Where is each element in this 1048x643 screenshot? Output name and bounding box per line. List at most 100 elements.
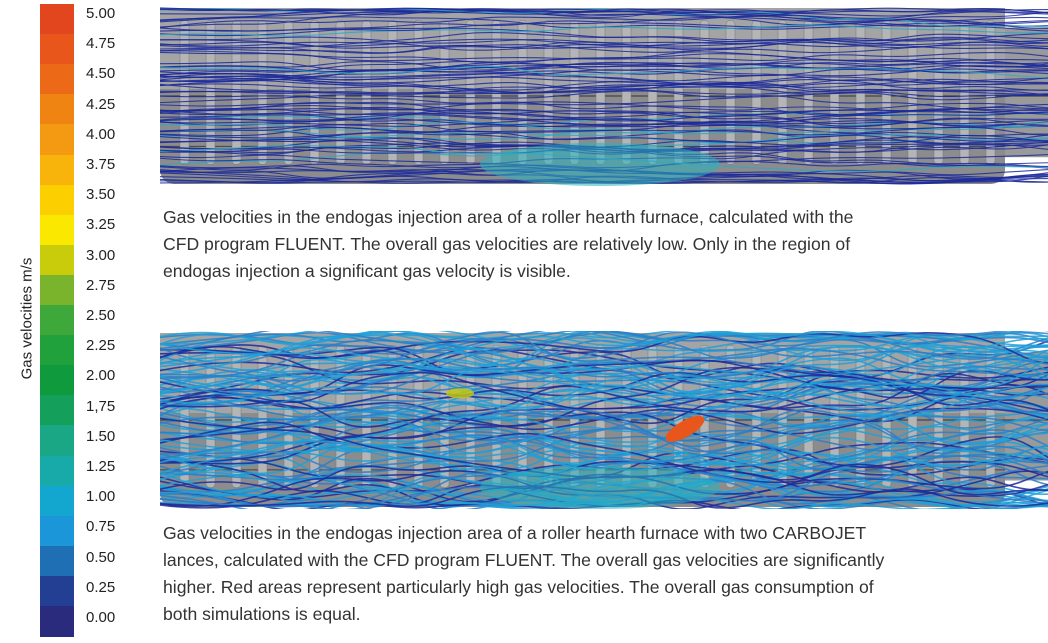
render-shape	[160, 108, 1048, 132]
render-shape	[160, 331, 1048, 396]
render-shape	[160, 431, 1048, 505]
cfd-image	[160, 7, 1048, 186]
render-shape	[160, 344, 1048, 382]
render-shape	[160, 358, 1048, 383]
caption-line: endogas injection a significant gas velo…	[163, 261, 571, 281]
legend-label: 3.00	[86, 246, 116, 264]
render-shape	[621, 20, 632, 165]
render-shape	[160, 89, 1048, 112]
render-shape	[480, 466, 720, 509]
render-shape	[160, 428, 1048, 507]
render-shape	[160, 41, 1048, 51]
legend-label: 3.25	[86, 216, 116, 234]
caption-line: CFD program FLUENT. The overall gas velo…	[163, 234, 851, 254]
render-shape	[160, 365, 1048, 396]
legend-swatch	[40, 395, 74, 426]
legend-swatch	[40, 184, 74, 216]
legend-label: 2.75	[86, 276, 116, 294]
caption: Gas velocities in the endogas injection …	[163, 520, 884, 628]
render-shape	[160, 344, 1048, 396]
render-shape	[160, 435, 1048, 481]
render-shape	[160, 61, 1048, 73]
render-shape	[160, 50, 1048, 70]
render-shape	[160, 108, 1048, 125]
caption-line: lances, calculated with the CFD program …	[163, 550, 885, 570]
legend-swatch	[40, 94, 74, 125]
legend-swatch	[40, 34, 74, 65]
render-shape	[160, 331, 1048, 393]
legend-swatch	[40, 274, 74, 306]
legend-label: 3.50	[86, 186, 116, 204]
legend-label: 2.00	[86, 367, 116, 385]
render-shape	[160, 436, 1048, 475]
render-shape	[257, 344, 268, 488]
legend-swatch	[40, 214, 74, 246]
render-shape	[160, 375, 1048, 414]
legend-swatch	[40, 154, 74, 186]
legend-swatch	[40, 244, 74, 276]
legend-title: Gas velocities m/s	[18, 257, 36, 380]
legend-label: 5.00	[86, 5, 116, 22]
render-shape	[160, 24, 1048, 37]
render-shape	[160, 331, 1048, 396]
legend-label: 0.00	[86, 609, 116, 626]
legend-label: 0.50	[86, 548, 116, 566]
legend-label: 2.50	[86, 307, 116, 324]
legend-label: 1.00	[86, 488, 116, 506]
legend-label: 4.25	[86, 95, 116, 113]
cfd-image	[160, 331, 1048, 509]
legend-label: 4.50	[86, 65, 116, 83]
render-shape	[160, 358, 1048, 407]
render-shape	[160, 345, 1048, 397]
render-shape	[160, 130, 1048, 143]
render-shape	[160, 76, 1048, 95]
legend-label: 0.75	[86, 518, 116, 536]
render-shape	[160, 9, 1048, 32]
render-shape	[160, 127, 1048, 145]
render-shape	[160, 102, 1048, 118]
legend-swatch	[40, 485, 74, 517]
legend-swatch	[40, 606, 74, 637]
legend-label: 1.25	[86, 458, 116, 475]
caption-line: higher. Red areas represent particularly…	[163, 577, 874, 597]
render-shape	[160, 371, 1048, 425]
render-shape	[160, 120, 1048, 143]
render-shape	[160, 7, 1048, 14]
render-shape	[160, 344, 1048, 388]
render-shape	[160, 333, 1048, 386]
render-shape	[160, 331, 1048, 362]
legend-label: 4.75	[86, 35, 116, 53]
legend-label: 3.75	[86, 156, 116, 173]
legend-label: 0.25	[86, 578, 116, 596]
render-shape	[160, 81, 1048, 94]
legend-swatch	[40, 335, 74, 366]
caption-line: Gas velocities in the endogas injection …	[163, 523, 867, 543]
render-shape	[160, 32, 1048, 45]
render-shape	[160, 27, 1048, 46]
render-shape	[160, 9, 1048, 19]
legend-swatch	[40, 545, 74, 577]
render-shape	[160, 396, 1048, 435]
render-shape	[160, 367, 1048, 404]
render-shape	[160, 347, 1048, 395]
legend-swatch	[40, 305, 74, 336]
render-shape	[160, 65, 1048, 79]
render-shape	[160, 331, 1048, 418]
legend-label: 1.50	[86, 427, 116, 445]
legend-swatch	[40, 455, 74, 487]
legend-label: 4.00	[86, 125, 116, 143]
render-shape	[160, 121, 1048, 135]
legend-swatch	[40, 365, 74, 396]
render-shape	[160, 75, 1048, 101]
render-shape	[160, 84, 1048, 97]
render-shape	[160, 334, 1048, 379]
legend-swatch	[40, 4, 74, 35]
render-shape	[160, 400, 1048, 475]
render-shape	[160, 33, 1048, 54]
render-shape	[160, 71, 1048, 86]
render-shape	[160, 77, 1048, 95]
render-shape	[160, 421, 1048, 490]
legend-swatch	[40, 124, 74, 155]
caption: Gas velocities in the endogas injection …	[163, 204, 853, 285]
